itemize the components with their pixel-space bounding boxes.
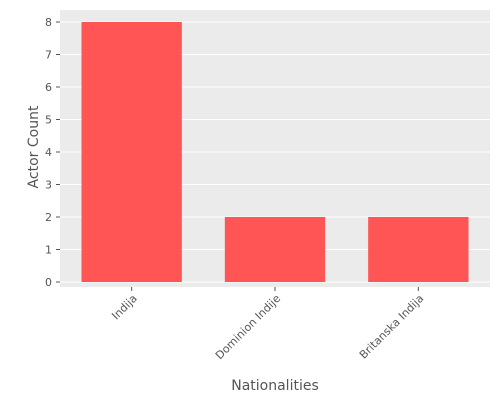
x-axis-ticks: Indija Dominion Indije Britanska Indija: [109, 287, 426, 362]
bars: [81, 22, 469, 282]
bar-dominion-indije: [224, 217, 326, 282]
y-tick-label: 3: [45, 179, 52, 192]
y-tick-label: 8: [45, 16, 52, 29]
x-tick-label: Indija: [109, 292, 139, 322]
y-tick-label: 6: [45, 81, 52, 94]
x-axis-label: Nationalities: [231, 378, 319, 394]
y-tick-label: 2: [45, 211, 52, 224]
y-tick-label: 0: [45, 276, 52, 289]
y-tick-label: 5: [45, 114, 52, 127]
y-tick-label: 1: [45, 244, 52, 257]
y-tick-label: 4: [45, 146, 52, 159]
y-axis-label: Actor Count: [26, 105, 42, 188]
y-tick-label: 7: [45, 49, 52, 62]
bar-indija: [81, 22, 182, 282]
bar-britanska-indija: [368, 217, 469, 282]
x-tick-label: Britanska Indija: [357, 292, 427, 362]
y-axis-ticks: 0 1 2 3 4 5 6 7 8: [45, 16, 60, 289]
x-tick-label: Dominion Indije: [213, 292, 283, 362]
